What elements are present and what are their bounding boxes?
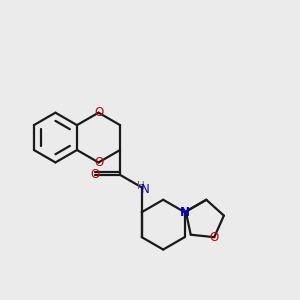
Text: H: H <box>136 181 144 191</box>
Text: N: N <box>180 206 190 219</box>
Text: O: O <box>94 106 103 119</box>
Text: O: O <box>91 168 100 182</box>
Text: N: N <box>141 183 150 196</box>
Text: O: O <box>210 231 219 244</box>
Text: O: O <box>94 156 103 169</box>
